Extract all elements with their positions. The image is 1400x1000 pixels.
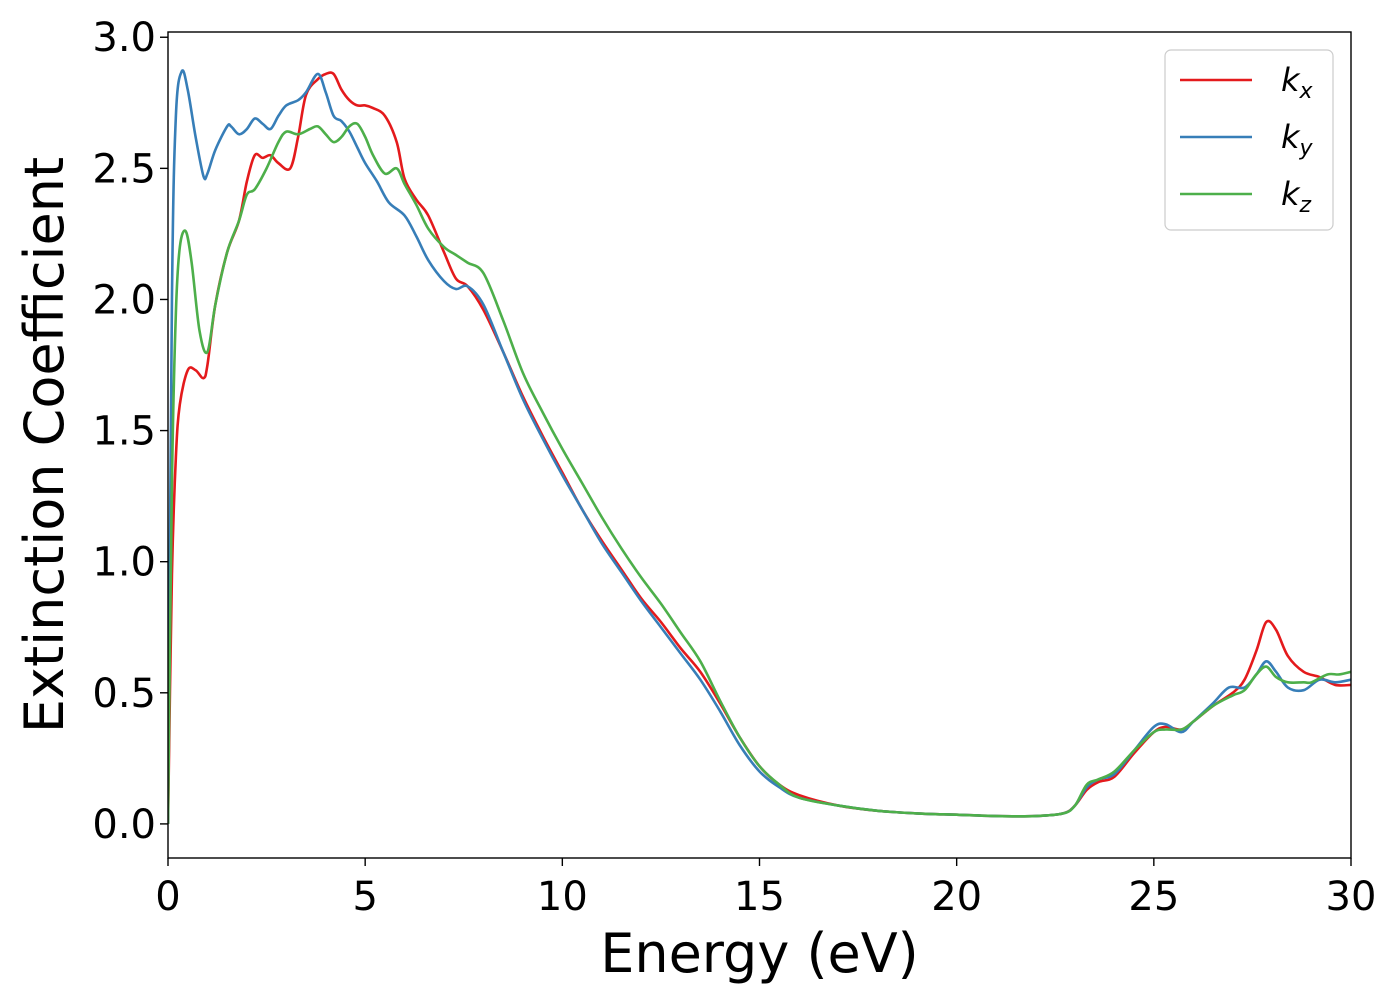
- x-tick-label: 15: [734, 874, 785, 920]
- series-line-ky: [168, 69, 1351, 824]
- x-tick-label: 0: [155, 874, 180, 920]
- x-axis-ticks: 0 5 10 15 20 25 30: [155, 858, 1376, 920]
- legend-label-ky: ky: [1281, 118, 1314, 161]
- y-tick-label: 1.5: [92, 409, 156, 455]
- series-line-kx: [168, 71, 1351, 824]
- legend-box: [1164, 49, 1334, 231]
- x-tick-label: 30: [1326, 874, 1377, 920]
- y-tick-label: 0.0: [92, 802, 156, 848]
- x-tick-label: 10: [537, 874, 588, 920]
- legend-label-kx: kx: [1281, 61, 1314, 104]
- y-axis-label: Extinction Coefficient: [13, 157, 76, 733]
- legend: kx ky kz: [1164, 49, 1334, 231]
- y-tick-label: 2.5: [92, 146, 156, 192]
- y-tick-label: 0.5: [92, 671, 156, 717]
- x-tick-label: 5: [352, 874, 377, 920]
- x-axis-label: Energy (eV): [600, 922, 919, 985]
- y-tick-label: 2.0: [92, 277, 156, 323]
- series-layer: [168, 69, 1351, 824]
- y-tick-label: 1.0: [92, 540, 156, 586]
- y-axis-ticks: 0.0 0.5 1.0 1.5 2.0 2.5 3.0: [92, 15, 168, 848]
- y-tick-label: 3.0: [92, 15, 156, 61]
- legend-label-kz: kz: [1281, 175, 1312, 218]
- x-tick-label: 20: [931, 874, 982, 920]
- series-line-kz: [168, 121, 1351, 824]
- x-tick-label: 25: [1128, 874, 1179, 920]
